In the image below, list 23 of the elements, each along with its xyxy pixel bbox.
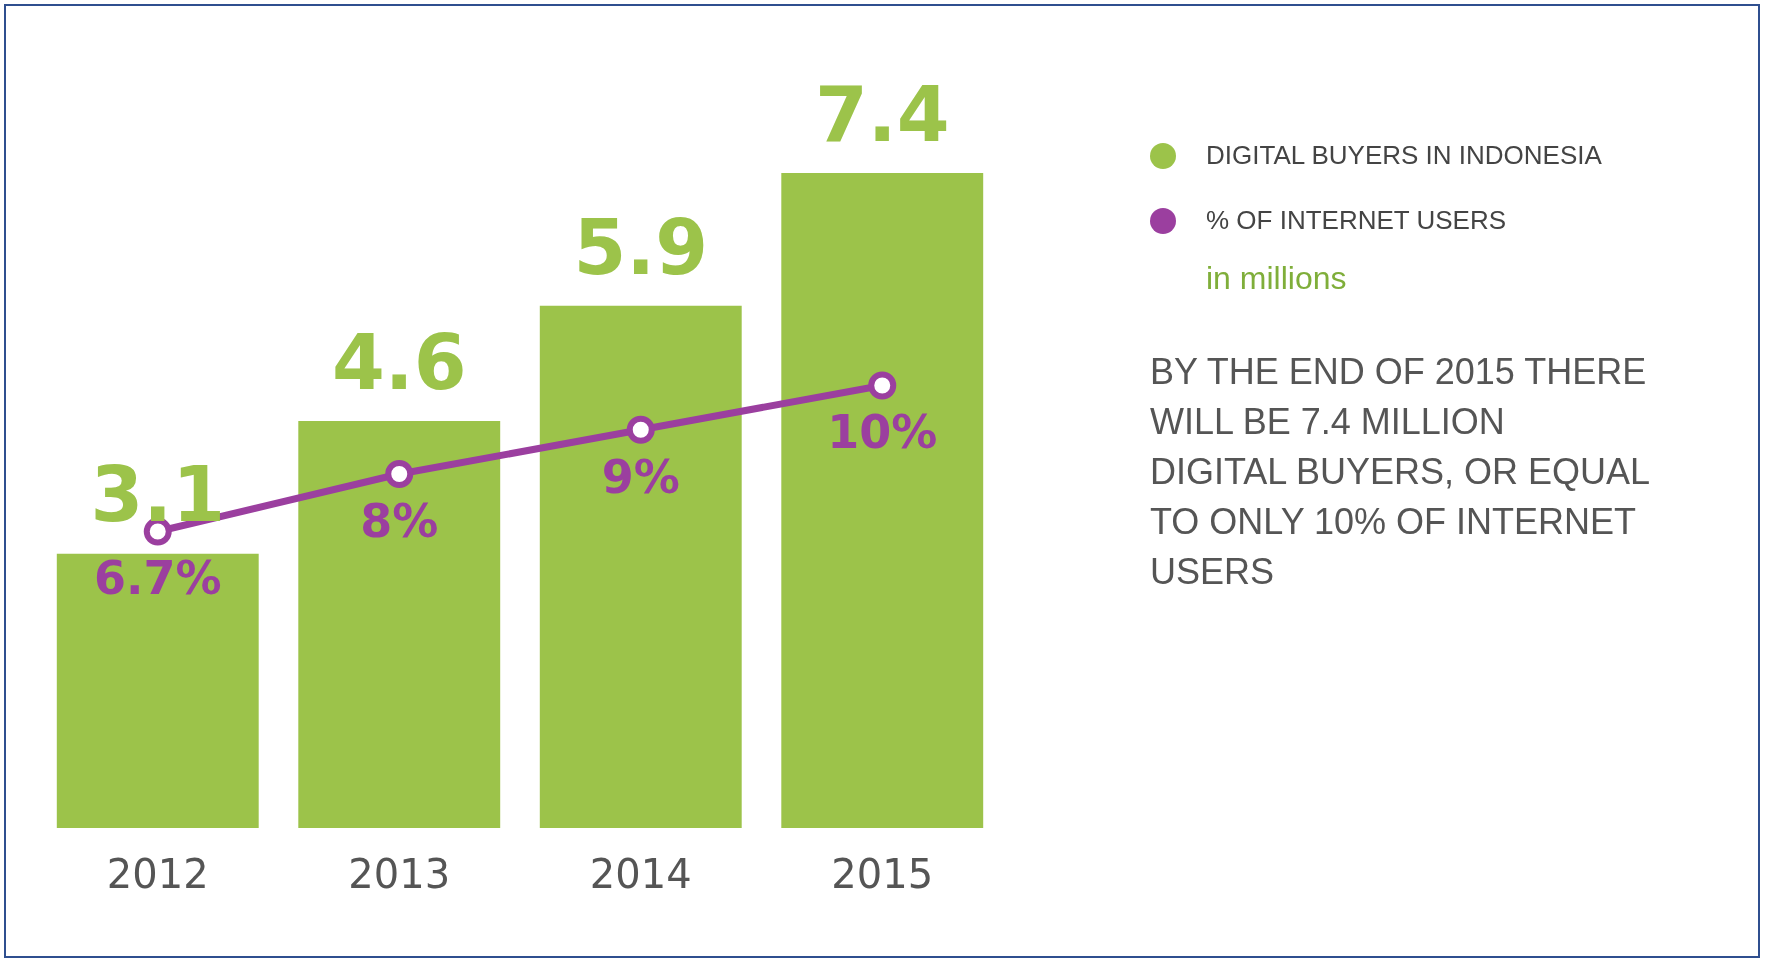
point: [385, 460, 414, 488]
data-label: 8%: [360, 493, 439, 548]
data-label: 5.9: [573, 202, 709, 292]
data-label: 7.4: [814, 69, 950, 159]
data-label: 9%: [601, 449, 680, 504]
x-tick-label: 2012: [106, 851, 209, 898]
x-tick-label: 2013: [348, 851, 451, 898]
text: in millions: [1206, 260, 1348, 297]
x-tick-label: 2014: [589, 851, 692, 898]
bar: [539, 305, 742, 828]
text: BY THE END OF 2015 THERE WILL BE 7.4 MILLION DIGITAL BUYERS, OR EQUAL TO ONLY 10% OF INTERNET USERS: [1150, 350, 1650, 594]
x-tick-label: 2015: [831, 851, 934, 898]
bar: [781, 173, 984, 828]
point: [626, 415, 655, 444]
data-label: 10%: [827, 405, 938, 460]
data-label: 6.7%: [93, 551, 222, 606]
data-label: 4.6: [331, 317, 467, 407]
legend-label: DIGITAL BUYERS IN INDONESIA: [1206, 140, 1602, 171]
bar: [298, 420, 501, 828]
data-label: 3.1: [90, 450, 226, 540]
legend-label: % OF INTERNET USERS: [1206, 205, 1507, 236]
point: [868, 371, 897, 400]
bar: [56, 553, 259, 828]
